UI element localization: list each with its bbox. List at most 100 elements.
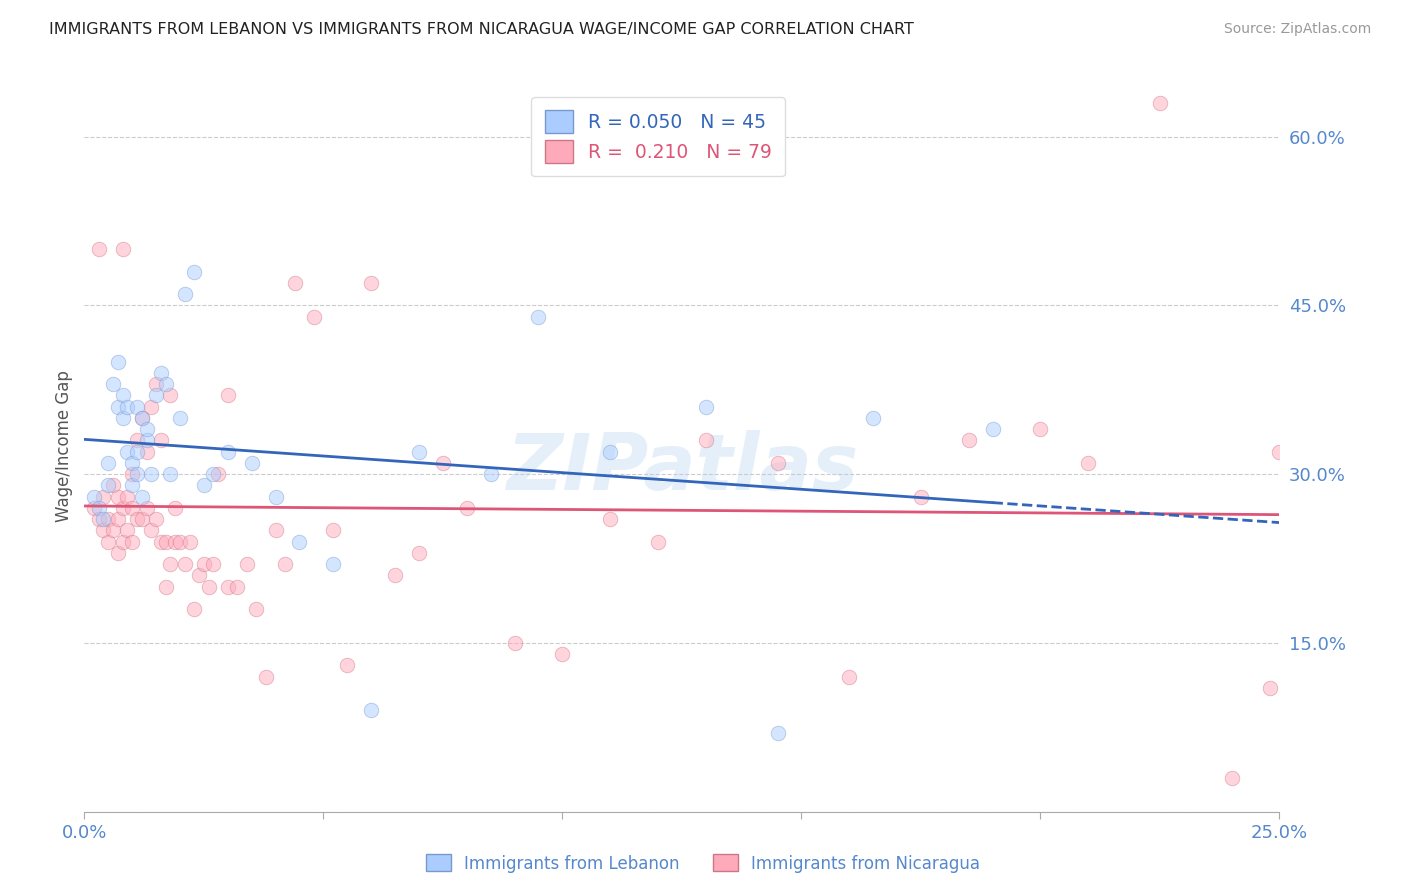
Point — [360, 703, 382, 717]
Point — [1149, 95, 1171, 110]
Point — [188, 568, 211, 582]
Point — [173, 557, 195, 571]
Point — [159, 467, 181, 482]
Point — [101, 478, 124, 492]
Point — [107, 512, 129, 526]
Text: Source: ZipAtlas.com: Source: ZipAtlas.com — [1223, 22, 1371, 37]
Point — [647, 534, 669, 549]
Point — [149, 534, 172, 549]
Point — [121, 456, 143, 470]
Point — [125, 512, 148, 526]
Point — [149, 434, 172, 448]
Point — [384, 568, 406, 582]
Point — [179, 534, 201, 549]
Point — [766, 726, 789, 740]
Point — [155, 580, 177, 594]
Point — [145, 377, 167, 392]
Point — [131, 490, 153, 504]
Y-axis label: Wage/Income Gap: Wage/Income Gap — [55, 370, 73, 522]
Point — [432, 456, 454, 470]
Point — [695, 434, 717, 448]
Point — [217, 388, 239, 402]
Point — [111, 388, 134, 402]
Point — [121, 467, 143, 482]
Point — [165, 534, 187, 549]
Point — [111, 242, 134, 256]
Point — [264, 490, 287, 504]
Point — [125, 467, 148, 482]
Point — [101, 524, 124, 538]
Point — [202, 467, 225, 482]
Point — [838, 670, 860, 684]
Point — [1029, 422, 1052, 436]
Point — [159, 388, 181, 402]
Point — [322, 524, 344, 538]
Point — [145, 388, 167, 402]
Point — [322, 557, 344, 571]
Point — [456, 500, 478, 515]
Point — [695, 400, 717, 414]
Point — [107, 354, 129, 368]
Point — [87, 512, 110, 526]
Point — [93, 490, 115, 504]
Point — [121, 478, 143, 492]
Point — [288, 534, 311, 549]
Point — [155, 377, 177, 392]
Point — [141, 400, 163, 414]
Point — [149, 366, 172, 380]
Point — [360, 276, 382, 290]
Point — [111, 534, 134, 549]
Point — [284, 276, 307, 290]
Point — [336, 658, 359, 673]
Point — [97, 456, 120, 470]
Point — [135, 434, 157, 448]
Point — [197, 580, 219, 594]
Point — [408, 546, 430, 560]
Point — [193, 478, 215, 492]
Point — [111, 500, 134, 515]
Point — [165, 500, 187, 515]
Point — [173, 287, 195, 301]
Point — [245, 602, 267, 616]
Legend: Immigrants from Lebanon, Immigrants from Nicaragua: Immigrants from Lebanon, Immigrants from… — [419, 847, 987, 880]
Point — [125, 400, 148, 414]
Point — [264, 524, 287, 538]
Point — [551, 647, 574, 661]
Point — [302, 310, 325, 324]
Point — [217, 580, 239, 594]
Point — [125, 444, 148, 458]
Point — [479, 467, 502, 482]
Point — [236, 557, 259, 571]
Text: ZIPatlas: ZIPatlas — [506, 430, 858, 506]
Point — [117, 524, 139, 538]
Point — [226, 580, 249, 594]
Point — [117, 400, 139, 414]
Point — [107, 546, 129, 560]
Point — [599, 512, 621, 526]
Point — [97, 534, 120, 549]
Point — [527, 310, 550, 324]
Point — [599, 444, 621, 458]
Point — [101, 377, 124, 392]
Point — [957, 434, 980, 448]
Point — [107, 400, 129, 414]
Point — [131, 410, 153, 425]
Point — [254, 670, 277, 684]
Point — [183, 264, 205, 278]
Point — [274, 557, 297, 571]
Point — [83, 500, 105, 515]
Point — [121, 500, 143, 515]
Point — [135, 422, 157, 436]
Point — [135, 500, 157, 515]
Point — [111, 410, 134, 425]
Point — [1077, 456, 1099, 470]
Point — [141, 467, 163, 482]
Point — [117, 444, 139, 458]
Point — [155, 534, 177, 549]
Point — [169, 410, 191, 425]
Point — [145, 512, 167, 526]
Point — [135, 444, 157, 458]
Point — [207, 467, 229, 482]
Point — [107, 490, 129, 504]
Point — [408, 444, 430, 458]
